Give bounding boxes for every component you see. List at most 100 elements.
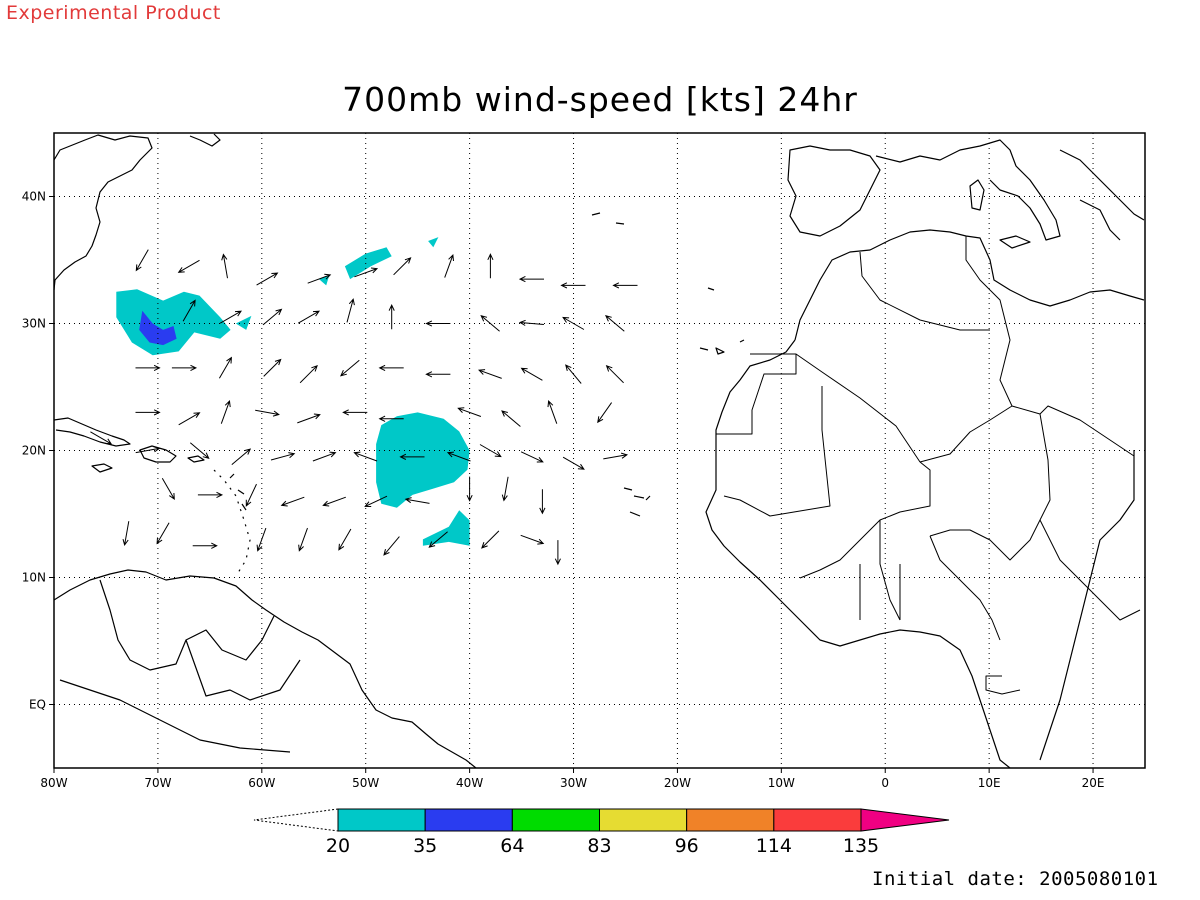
- tick-label-lon: 70W: [144, 776, 171, 790]
- wind-vector: [480, 315, 500, 332]
- tick-label-lon: 10W: [768, 776, 795, 790]
- tick-label-lon: 10E: [978, 776, 1001, 790]
- colorbar-over-triangle: [860, 808, 950, 832]
- wind-vector: [171, 364, 198, 372]
- iberia-coast: [787, 145, 881, 237]
- map-title: 700mb wind-speed [kts] 24hr: [342, 80, 858, 119]
- colorbar-label: 20: [326, 835, 350, 857]
- wind-vector: [297, 310, 321, 324]
- cuba-coast: [53, 417, 131, 447]
- tick-label-lat: EQ: [29, 698, 46, 712]
- colorbar-label: 83: [587, 835, 611, 857]
- wind-vector: [466, 476, 473, 502]
- south-america-coast: [53, 569, 477, 769]
- wind-vector: [312, 451, 337, 462]
- wind-region-streak-2: [428, 237, 439, 248]
- wind-vector: [520, 367, 543, 381]
- colorbar-bin: [424, 808, 513, 832]
- graticule: [54, 133, 1145, 768]
- wind-vector: [562, 456, 585, 470]
- colorbar-bin: [511, 808, 600, 832]
- europe-coast: [875, 139, 1145, 241]
- wind-vector: [605, 364, 624, 384]
- wind-region-streak-1: [344, 247, 392, 280]
- colorbar-label: 135: [843, 835, 879, 857]
- wind-vector: [270, 452, 296, 461]
- wind-vector: [218, 356, 232, 379]
- wind-vector: [487, 253, 494, 279]
- wind-vector: [135, 446, 161, 454]
- colorbar-label: 96: [675, 835, 699, 857]
- wind-speed-shading: [116, 237, 470, 546]
- wind-vector: [481, 530, 500, 549]
- wind-vector: [299, 364, 318, 384]
- wind-vector: [479, 444, 502, 458]
- colorbar-under-triangle: [253, 808, 339, 832]
- wind-vector: [554, 540, 561, 566]
- wind-vector: [539, 489, 546, 515]
- initial-date: Initial date: 2005080101: [872, 868, 1159, 890]
- wind-vector: [135, 409, 161, 416]
- colorbar-label: 114: [756, 835, 792, 857]
- wind-vector: [388, 304, 395, 330]
- wind-vector: [565, 364, 582, 384]
- tick-label-lat: 40N: [22, 190, 46, 204]
- wind-vector: [603, 452, 629, 460]
- wind-vector: [245, 483, 257, 507]
- wind-vector: [383, 536, 400, 556]
- wind-vector: [256, 272, 279, 286]
- colorbar-bin: [773, 808, 862, 832]
- colorbar-bin: [599, 808, 688, 832]
- wind-vector: [518, 319, 544, 326]
- wind-vector: [520, 451, 544, 463]
- tick-label-lat: 30N: [22, 317, 46, 331]
- wind-region-cyclone-south: [376, 412, 470, 508]
- wind-vectors: [90, 249, 638, 566]
- tick-label-lat: 10N: [22, 571, 46, 585]
- colorbar-label: 64: [500, 835, 524, 857]
- wind-vector: [322, 496, 346, 507]
- wind-vector: [605, 315, 625, 332]
- wind-vector: [501, 476, 509, 502]
- tick-label-lon: 40W: [456, 776, 483, 790]
- colorbar-label: 35: [413, 835, 437, 857]
- wind-vector: [342, 409, 368, 416]
- product-label: Experimental Product: [6, 2, 221, 24]
- wind-vector: [518, 275, 544, 283]
- wind-region-cyclone-south-tail: [422, 510, 470, 546]
- wind-vector: [562, 316, 585, 330]
- wind-vector: [256, 527, 267, 552]
- wind-vector: [478, 369, 502, 379]
- wind-vector: [297, 413, 321, 424]
- jamaica-coast: [91, 463, 113, 473]
- wind-vector: [520, 534, 545, 545]
- wind-vector: [612, 282, 638, 289]
- wind-vector: [547, 400, 558, 424]
- tick-label-lon: 20E: [1082, 776, 1105, 790]
- wind-vector: [457, 407, 482, 417]
- wind-vector: [298, 527, 308, 552]
- wind-vector: [90, 431, 113, 445]
- colorbar: 20 35 64 83 96 114 135: [253, 808, 950, 857]
- wind-vector: [446, 451, 471, 462]
- wind-vector: [399, 453, 425, 460]
- wind-vector: [425, 371, 451, 378]
- wind-region-streak-4: [235, 315, 252, 330]
- wind-vector: [444, 254, 454, 278]
- wind-vector: [161, 477, 175, 500]
- wind-vector: [262, 308, 283, 326]
- tick-label-lon: 30W: [560, 776, 587, 790]
- wind-vector: [231, 448, 252, 465]
- wind-vector: [220, 400, 231, 424]
- wind-vector: [378, 364, 404, 372]
- wind-region-cyclone-north-core: [139, 310, 177, 346]
- colorbar-bin: [337, 808, 426, 832]
- wind-vector: [156, 522, 170, 545]
- wind-vector: [122, 521, 130, 547]
- sicily-coast: [999, 235, 1031, 249]
- wind-vector: [340, 359, 360, 377]
- tick-label-lat: 20N: [22, 444, 46, 458]
- wind-vector: [354, 267, 379, 278]
- wind-vector: [597, 402, 613, 424]
